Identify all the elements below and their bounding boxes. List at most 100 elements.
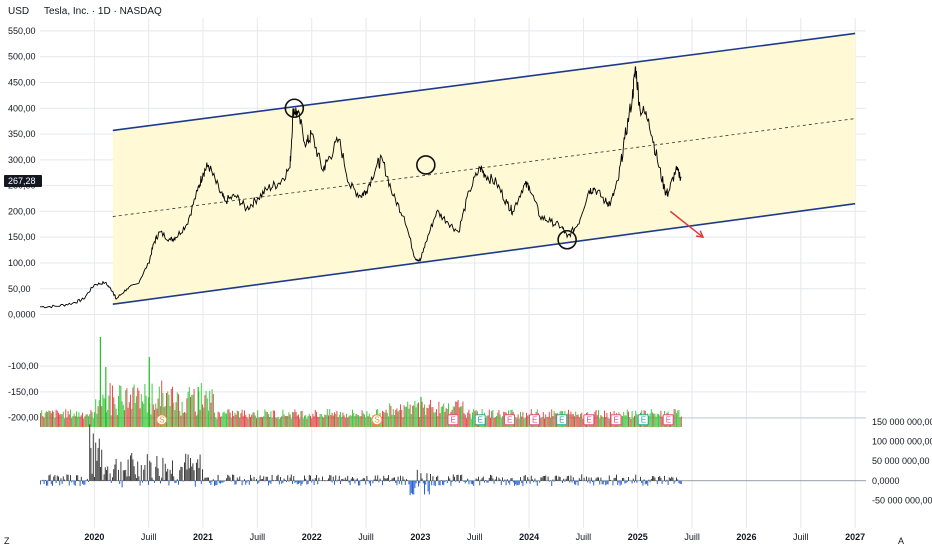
- oscillator-bar: [619, 480, 621, 486]
- oscillator-bar: [563, 478, 565, 481]
- event-marker[interactable]: [529, 414, 541, 426]
- oscillator-bar: [419, 480, 421, 484]
- volume-bar: [313, 416, 315, 427]
- oscillator-bar: [479, 480, 481, 486]
- oscillator-bar: [491, 475, 493, 481]
- oscillator-bar: [614, 477, 616, 481]
- volume-bar: [202, 404, 203, 427]
- volume-bar: [362, 413, 364, 427]
- event-marker[interactable]: [583, 414, 595, 426]
- event-marker[interactable]: [662, 414, 674, 426]
- event-marker[interactable]: [610, 414, 622, 426]
- oscillator-bar: [115, 458, 117, 481]
- event-marker[interactable]: [637, 414, 649, 426]
- oscillator-bar: [178, 480, 179, 485]
- oscillator-bar: [608, 475, 610, 481]
- oscillator-bar: [232, 474, 233, 481]
- event-marker[interactable]: [447, 414, 459, 426]
- event-marker[interactable]: [156, 414, 168, 426]
- oscillator-bar: [277, 474, 279, 481]
- oscillator-bar: [217, 474, 219, 481]
- volume-bar: [516, 418, 518, 427]
- volume-bar: [280, 417, 281, 427]
- oscillator-bar: [422, 480, 424, 484]
- oscillator-bar: [398, 480, 400, 484]
- volume-bar: [187, 391, 189, 427]
- oscillator-bar: [529, 480, 531, 484]
- volume-bar: [60, 414, 62, 427]
- volume-bar: [370, 417, 371, 427]
- oscillator-bar: [487, 480, 489, 483]
- oscillator-bar: [151, 477, 153, 481]
- event-marker[interactable]: [474, 414, 486, 426]
- volume-bar: [594, 411, 596, 427]
- oscillator-bar: [360, 479, 362, 481]
- oscillator-bar: [242, 480, 244, 482]
- event-marker-label: E: [586, 416, 591, 425]
- oscillator-bar: [613, 477, 615, 481]
- volume-bar: [113, 397, 115, 427]
- event-marker[interactable]: [504, 414, 516, 426]
- volume-bar: [260, 416, 262, 427]
- oscillator-bar: [83, 480, 85, 485]
- oscillator-bar: [659, 475, 661, 481]
- oscillator-bar: [349, 480, 351, 486]
- highlight-circle: [557, 229, 577, 250]
- oscillator-bar: [167, 468, 169, 481]
- volume-bar: [444, 411, 446, 427]
- oscillator-bar: [656, 480, 658, 485]
- oscillator-bar: [220, 480, 221, 484]
- oscillator-bar: [144, 465, 146, 481]
- oscillator-bar: [188, 468, 190, 481]
- time-axis-label: 2023: [410, 532, 430, 542]
- oscillator-bar: [514, 480, 515, 486]
- volume-bar: [240, 413, 242, 427]
- auto-scale-icon[interactable]: A: [897, 536, 904, 546]
- oscillator-bar: [604, 480, 605, 482]
- oscillator-bar: [71, 480, 73, 483]
- volume-bar: [656, 413, 658, 427]
- volume-bar: [174, 409, 176, 427]
- volume-bar: [349, 415, 351, 427]
- oscillator-bar: [458, 480, 460, 484]
- oscillator-bar: [450, 480, 452, 486]
- volume-bar: [246, 417, 248, 427]
- volume-bar: [56, 410, 58, 427]
- volume-bar: [566, 413, 568, 427]
- oscillator-bar: [180, 466, 182, 481]
- volume-bar: [548, 411, 550, 427]
- oscillator-bar: [379, 478, 381, 481]
- oscillator-bar: [670, 478, 671, 481]
- time-axis-label: Juill: [141, 532, 157, 542]
- oscillator-bar: [368, 480, 370, 484]
- oscillator-bar: [439, 480, 441, 486]
- event-marker[interactable]: [556, 414, 568, 426]
- volume-bar: [302, 418, 304, 427]
- volume-bar: [186, 398, 188, 427]
- zoom-icon[interactable]: Z: [4, 536, 10, 546]
- oscillator-bar: [47, 480, 49, 486]
- volume-bar: [64, 418, 65, 427]
- oscillator-bar: [276, 475, 278, 481]
- volume-bar: [433, 412, 435, 427]
- oscillator-bar: [278, 480, 280, 485]
- volume-bar: [214, 412, 215, 427]
- oscillator-bar: [148, 480, 149, 485]
- oscillator-bar: [552, 479, 554, 481]
- volume-bar: [86, 414, 88, 427]
- volume-bar: [473, 409, 475, 427]
- volume-bar: [568, 409, 569, 427]
- oscillator-bar: [499, 479, 501, 481]
- volume-bar: [283, 414, 285, 427]
- oscillator-bar: [539, 480, 541, 483]
- oscillator-bar: [451, 480, 453, 482]
- oscillator-bar: [508, 480, 509, 483]
- volume-bar: [437, 416, 439, 427]
- oscillator-bar: [106, 470, 107, 481]
- oscillator-bar: [413, 480, 415, 495]
- volume-bar: [168, 394, 170, 427]
- volume-bar: [571, 414, 573, 427]
- oscillator-bar: [384, 478, 386, 481]
- event-marker[interactable]: [371, 414, 383, 426]
